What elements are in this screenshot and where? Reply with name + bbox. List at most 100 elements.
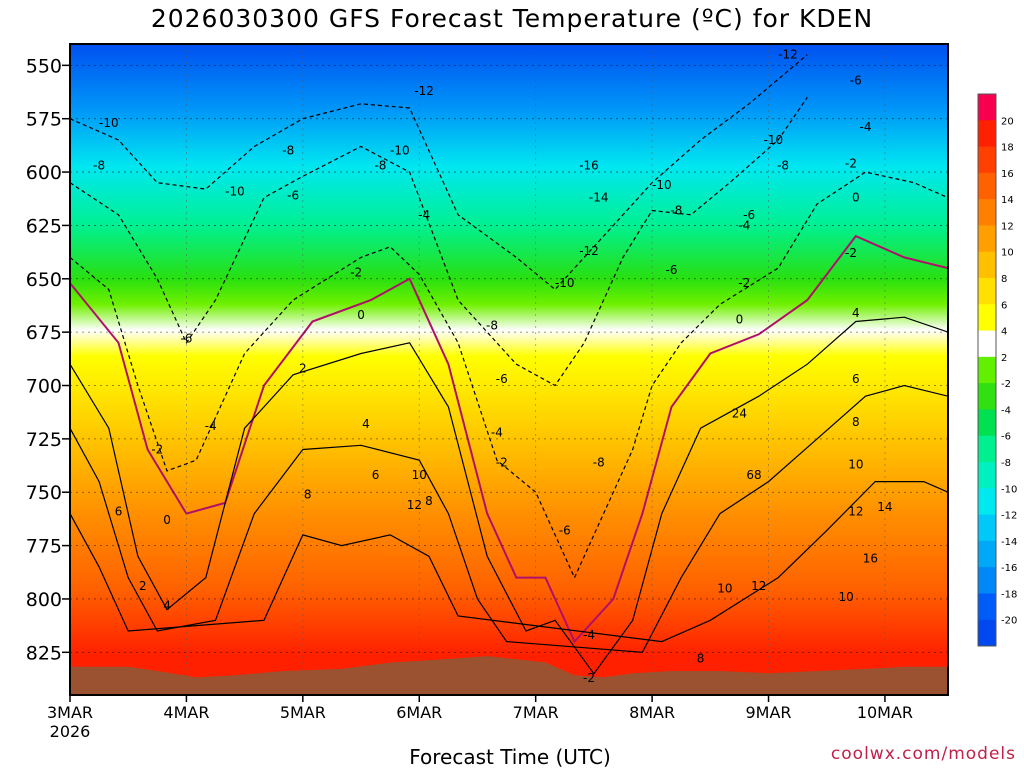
contour-label: 6 xyxy=(372,468,380,482)
contour-label: -12 xyxy=(579,244,599,258)
colorbar-swatch xyxy=(978,619,996,647)
colorbar-swatch xyxy=(978,330,996,358)
contour-label: -10 xyxy=(652,178,672,192)
colorbar-swatch xyxy=(978,251,996,279)
isotherm-line-3 xyxy=(70,234,948,644)
contour-label: -12 xyxy=(778,48,798,62)
colorbar-frame xyxy=(977,93,997,647)
contour-label: 16 xyxy=(863,551,878,565)
contour-label: 8 xyxy=(425,494,433,508)
contour-label: 10 xyxy=(412,468,427,482)
colorbar-label: 14 xyxy=(1001,195,1014,206)
contour-label: -4 xyxy=(491,425,503,439)
contour-label: -4 xyxy=(418,208,430,222)
colorbar-label: 8 xyxy=(1001,274,1007,285)
contour-label: -6 xyxy=(287,189,299,203)
contour-label: -2 xyxy=(845,246,857,260)
y-tick-label: 650 xyxy=(26,269,62,291)
colorbar-label: 20 xyxy=(1001,116,1014,127)
contour-label: -6 xyxy=(496,372,508,386)
terrain-surface xyxy=(70,656,948,695)
contour-label: 8 xyxy=(697,652,705,666)
contour-label: -6 xyxy=(666,263,678,277)
x-tick-label: 10MAR xyxy=(857,703,913,722)
colorbar-swatch xyxy=(978,462,996,489)
contour-label: 0 xyxy=(736,312,744,326)
colorbar-swatch xyxy=(978,488,996,516)
y-tick-label: 825 xyxy=(26,642,62,664)
colorbar-label: -2 xyxy=(1001,379,1011,390)
x-tick-label: 6MAR xyxy=(396,703,442,722)
x-axis-label: Forecast Time (UTC) xyxy=(409,745,611,769)
colorbar-label: 4 xyxy=(1001,327,1007,338)
contour-label: 2 xyxy=(139,579,147,593)
colorbar-swatch xyxy=(978,225,996,253)
colorbar-label: -4 xyxy=(1001,405,1011,416)
contour-label: -12 xyxy=(414,84,434,98)
contour-label: -8 xyxy=(93,159,105,173)
y-tick-label: 600 xyxy=(26,162,62,184)
x-tick-label: 8MAR xyxy=(629,703,675,722)
contour-label: -2 xyxy=(496,455,508,469)
x-tick-label: 4MAR xyxy=(163,703,209,722)
y-tick-label: 625 xyxy=(26,215,62,237)
y-tick-label: 775 xyxy=(26,536,62,558)
isotherm-line-6 xyxy=(70,481,948,643)
contour-label: 12 xyxy=(848,504,863,518)
y-tick-label: 550 xyxy=(26,55,62,77)
contour-label: 12 xyxy=(407,498,422,512)
contour-label: 10 xyxy=(717,581,732,595)
colorbar-swatch xyxy=(978,540,996,568)
colorbar-label: -14 xyxy=(1001,537,1017,548)
contour-label: 10 xyxy=(848,457,863,471)
contour-label: -14 xyxy=(589,191,609,205)
credit-link[interactable]: coolwx.com/models xyxy=(830,744,1016,764)
colorbar-swatch xyxy=(978,146,996,174)
contour-label: 6 xyxy=(115,504,123,518)
isotherm-line-0 xyxy=(70,54,808,291)
colorbar-label: 10 xyxy=(1001,248,1014,259)
contour-label: -2 xyxy=(583,671,595,685)
colorbar-label: -18 xyxy=(1001,589,1017,600)
y-tick-label: 700 xyxy=(26,376,62,398)
y-tick-label: 750 xyxy=(26,482,62,504)
colorbar-label: 12 xyxy=(1001,221,1014,232)
y-tick-label: 725 xyxy=(26,429,62,451)
colorbar-label: -8 xyxy=(1001,458,1011,469)
colorbar-swatch xyxy=(978,567,996,594)
y-tick-label: 800 xyxy=(26,589,62,611)
colorbar-swatch xyxy=(978,356,996,384)
contour-label: -4 xyxy=(860,120,872,134)
contour-label: -6 xyxy=(559,524,571,538)
colorbar-label: -12 xyxy=(1001,511,1017,522)
colorbar-label: 16 xyxy=(1001,169,1014,180)
contour-label: 24 xyxy=(732,406,747,420)
contour-label: 8 xyxy=(304,487,312,501)
colorbar-swatch xyxy=(978,409,996,437)
contour-label: -6 xyxy=(180,332,192,346)
y-tick-label: 675 xyxy=(26,322,62,344)
colorbar-label: -16 xyxy=(1001,563,1017,574)
contour-label: -2 xyxy=(845,157,857,171)
contour-label: -8 xyxy=(486,319,498,333)
contour-label: -8 xyxy=(593,455,605,469)
colorbar-swatch xyxy=(978,278,996,305)
isotherm-line-1 xyxy=(70,97,808,387)
x-tick-label: 7MAR xyxy=(513,703,559,722)
contour-label: -8 xyxy=(282,144,294,158)
contour-label: -10 xyxy=(555,276,575,290)
chart-title: 2026030300 GFS Forecast Temperature (ºC)… xyxy=(150,4,874,33)
colorbar-swatch xyxy=(978,172,996,200)
colorbar-label: -6 xyxy=(1001,432,1011,443)
x-tick-sublabel: 2026 xyxy=(50,722,91,741)
colorbar-label: 18 xyxy=(1001,143,1014,154)
contour-label: -8 xyxy=(374,159,386,173)
contour-label: 6 xyxy=(852,372,860,386)
temperature-field xyxy=(70,44,948,695)
y-tick-label: 575 xyxy=(26,109,62,131)
colorbar-swatch xyxy=(978,199,996,226)
x-tick-label: 9MAR xyxy=(745,703,791,722)
colorbar-swatch xyxy=(978,94,996,121)
colorbar-label: 6 xyxy=(1001,300,1007,311)
contour-label: 0 xyxy=(357,308,365,322)
